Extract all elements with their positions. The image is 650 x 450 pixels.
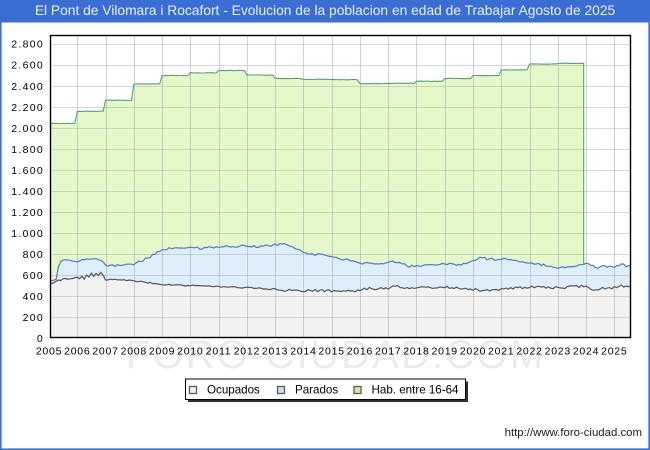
svg-text:2017: 2017 — [375, 346, 401, 358]
svg-text:200: 200 — [23, 312, 44, 324]
svg-text:2.200: 2.200 — [11, 102, 44, 114]
svg-text:Ocupados: Ocupados — [207, 383, 260, 396]
svg-text:2006: 2006 — [64, 346, 90, 358]
svg-text:2025: 2025 — [601, 346, 627, 358]
svg-text:2.400: 2.400 — [11, 81, 44, 93]
svg-text:2015: 2015 — [318, 346, 344, 358]
svg-text:2010: 2010 — [177, 346, 203, 358]
svg-text:2012: 2012 — [234, 346, 260, 358]
svg-text:2018: 2018 — [403, 346, 429, 358]
svg-text:2020: 2020 — [460, 346, 486, 358]
svg-text:2011: 2011 — [206, 346, 232, 358]
svg-text:0: 0 — [37, 333, 44, 345]
svg-text:FORO-CIUDAD.COM: FORO-CIUDAD.COM — [126, 333, 546, 377]
svg-text:1.800: 1.800 — [11, 144, 44, 156]
svg-text:2021: 2021 — [488, 346, 514, 358]
svg-text:2008: 2008 — [121, 346, 147, 358]
svg-text:2023: 2023 — [545, 346, 571, 358]
svg-text:2.800: 2.800 — [11, 39, 44, 51]
svg-text:2.600: 2.600 — [11, 60, 44, 72]
svg-text:2013: 2013 — [262, 346, 288, 358]
svg-text:2016: 2016 — [347, 346, 373, 358]
svg-text:Parados: Parados — [295, 383, 338, 396]
svg-text:2.000: 2.000 — [11, 123, 44, 135]
svg-text:800: 800 — [23, 249, 44, 261]
svg-text:2009: 2009 — [149, 346, 175, 358]
svg-text:1.200: 1.200 — [11, 207, 44, 219]
svg-text:2007: 2007 — [92, 346, 118, 358]
svg-text:2014: 2014 — [290, 346, 316, 358]
svg-text:http://www.foro-ciudad.com: http://www.foro-ciudad.com — [505, 427, 642, 439]
svg-text:2022: 2022 — [516, 346, 542, 358]
svg-text:1.000: 1.000 — [11, 228, 44, 240]
svg-text:400: 400 — [23, 291, 44, 303]
svg-text:2019: 2019 — [432, 346, 458, 358]
svg-text:1.600: 1.600 — [11, 165, 44, 177]
svg-text:2024: 2024 — [573, 346, 599, 358]
svg-text:El Pont de Vilomara i Rocafort: El Pont de Vilomara i Rocafort - Evoluci… — [35, 3, 616, 18]
svg-text:600: 600 — [23, 270, 44, 282]
svg-text:2005: 2005 — [36, 346, 62, 358]
svg-text:1.400: 1.400 — [11, 186, 44, 198]
svg-text:Hab. entre 16-64: Hab. entre 16-64 — [372, 383, 460, 396]
